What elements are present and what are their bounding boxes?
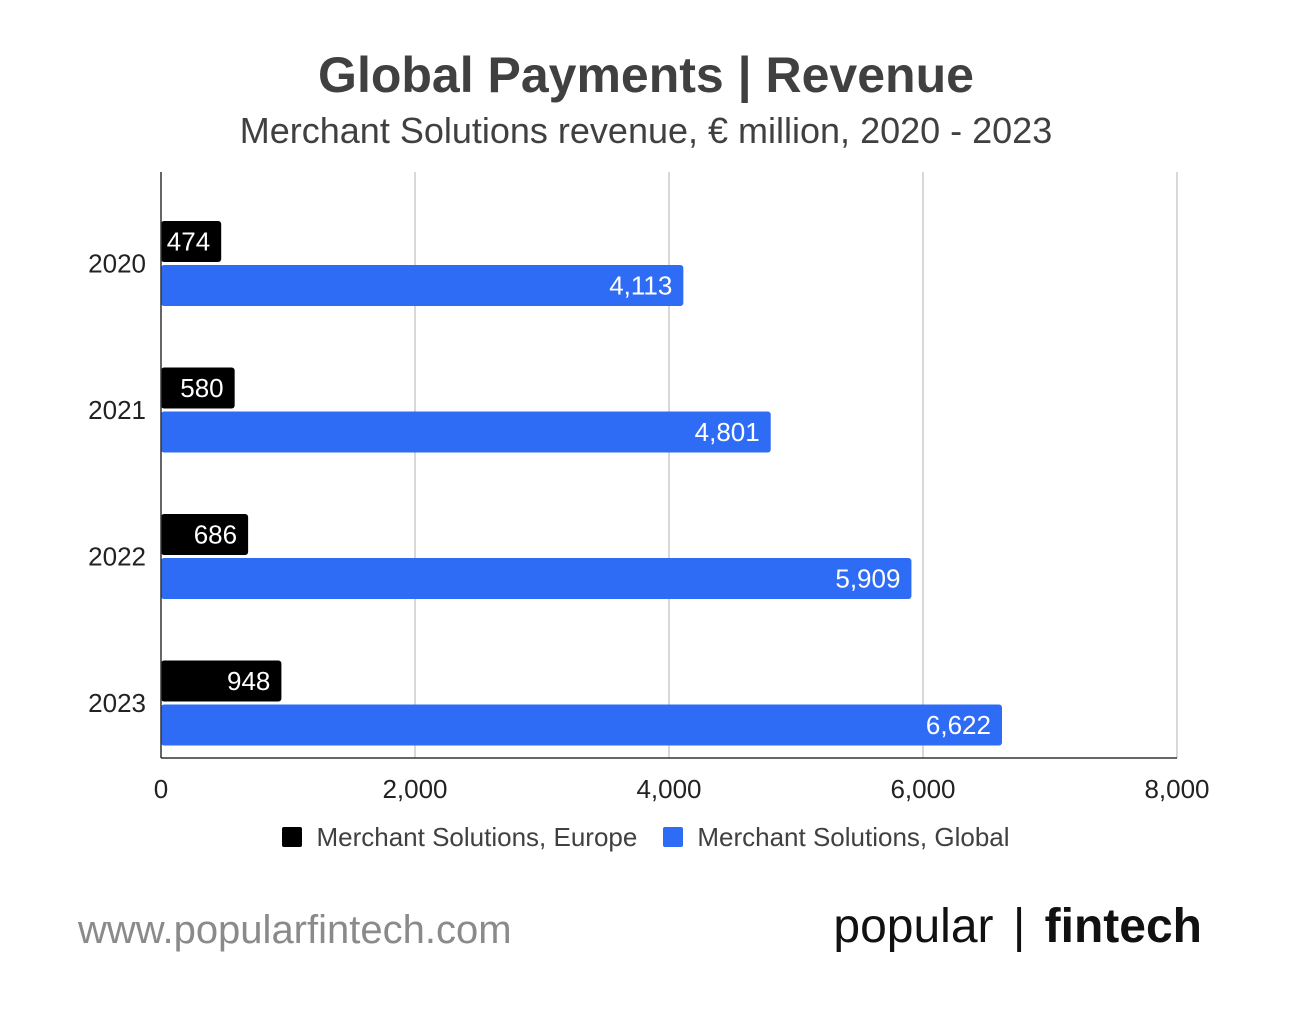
legend-label-europe: Merchant Solutions, Europe <box>316 822 638 852</box>
bar-global-2023 <box>161 704 1002 746</box>
axes: 0 2,000 4,000 6,000 8,000 2020 2021 2022 2023 <box>88 172 1210 804</box>
legend-swatch-europe <box>282 827 303 847</box>
data-label-global-2023: 6,622 <box>926 710 991 740</box>
bar-chart: 474 4,113 580 4,801 686 5,909 948 6,622 0 2,000 4… <box>88 172 1210 804</box>
grid-lines <box>414 172 1178 758</box>
chart-subtitle: Merchant Solutions revenue, € million, 2… <box>239 110 1053 151</box>
y-category-label: 2020 <box>88 249 146 279</box>
legend-item-global: Merchant Solutions, Global <box>663 820 1010 854</box>
x-tick-label: 8,000 <box>1144 774 1209 804</box>
bar-europe-2023 <box>161 660 282 702</box>
brand-popular: popular <box>833 900 994 953</box>
bar-global-2020 <box>161 265 684 306</box>
chart-title: Global Payments | Revenue <box>318 47 974 103</box>
data-label-global-2022: 5,909 <box>835 564 900 594</box>
data-label-europe-2020: 474 <box>167 227 210 257</box>
x-tick-label: 6,000 <box>890 774 955 804</box>
y-category-label: 2022 <box>88 542 146 572</box>
data-label-europe-2022: 686 <box>194 520 237 550</box>
bar-europe-2020 <box>161 221 222 262</box>
bars: 474 4,113 580 4,801 686 5,909 948 6,622 <box>161 221 1002 746</box>
x-tick-label: 2,000 <box>382 774 447 804</box>
footer-url: www.popularfintech.com <box>78 908 512 952</box>
brand-separator: | <box>1012 900 1026 953</box>
y-category-label: 2021 <box>88 395 146 425</box>
bar-europe-2022 <box>161 514 249 555</box>
data-label-global-2021: 4,801 <box>695 417 760 447</box>
y-category-label: 2023 <box>88 688 146 718</box>
bar-europe-2021 <box>161 367 235 409</box>
legend-swatch-global <box>663 827 684 847</box>
bar-global-2022 <box>161 558 912 599</box>
data-label-europe-2023: 948 <box>227 666 270 696</box>
data-label-global-2020: 4,113 <box>609 271 672 301</box>
legend-label-global: Merchant Solutions, Global <box>697 822 1010 852</box>
legend-item-europe: Merchant Solutions, Europe <box>282 820 637 854</box>
data-label-europe-2021: 580 <box>180 373 223 403</box>
bar-global-2021 <box>161 411 771 453</box>
brand-fintech: fintech <box>1044 900 1202 953</box>
x-tick-label: 0 <box>154 774 168 804</box>
x-tick-label: 4,000 <box>636 774 701 804</box>
brand-logo: popular | fintech <box>833 897 1202 957</box>
legend: Merchant Solutions, Europe Merchant Solu… <box>0 820 1292 854</box>
